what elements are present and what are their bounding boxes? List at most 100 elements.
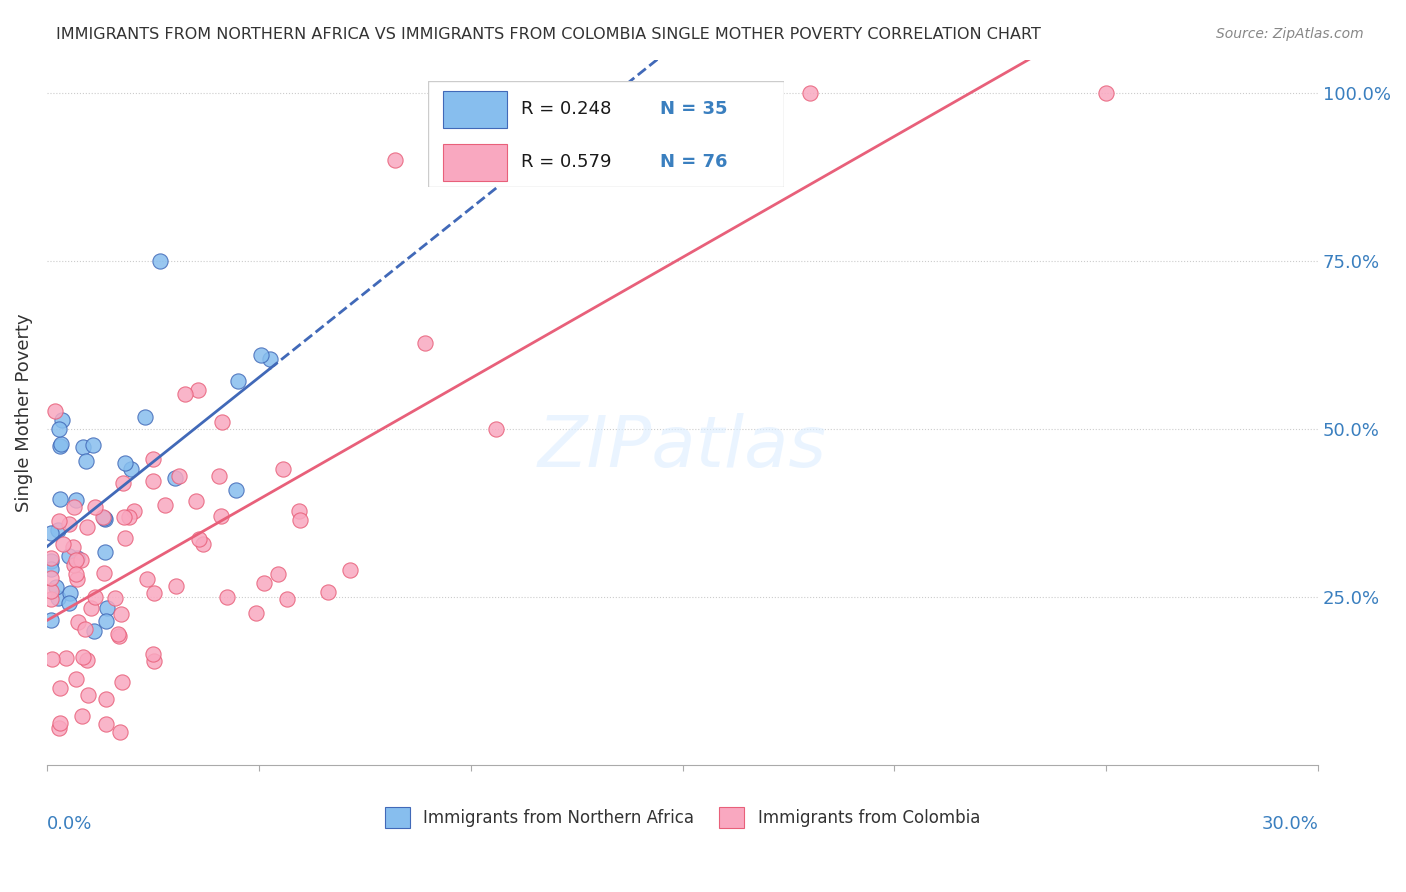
Point (70, 552, 93, 566)
Point (82, 438, 104, 452)
Point (225, 483, 247, 498)
Point (49, 439, 72, 453)
Point (63, 500, 86, 514)
Point (93, 566, 115, 581)
Point (94, 512, 117, 526)
Point (118, 510, 141, 524)
Point (94, 717, 117, 731)
Point (142, 451, 165, 466)
Point (76, 520, 98, 534)
Point (91, 509, 114, 524)
Point (39, 584, 62, 599)
Text: 0.0%: 0.0% (46, 814, 93, 832)
Point (66, 573, 89, 587)
Point (58, 517, 80, 532)
Point (108, 629, 131, 643)
Point (1095, 86, 1118, 100)
Point (107, 627, 129, 641)
Point (142, 647, 165, 661)
Text: ZIPatlas: ZIPatlas (538, 413, 827, 483)
Point (209, 508, 232, 523)
Point (49, 681, 72, 695)
Point (259, 352, 281, 367)
Point (39, 613, 62, 627)
Text: 30.0%: 30.0% (1261, 814, 1319, 832)
Point (111, 674, 134, 689)
Point (51, 413, 73, 427)
Point (122, 504, 145, 518)
Point (63, 558, 86, 572)
Point (39, 554, 62, 568)
Point (149, 254, 172, 268)
Point (48, 514, 70, 528)
Point (58, 596, 80, 610)
Point (267, 567, 290, 582)
Point (72, 649, 94, 664)
Point (58, 549, 80, 563)
Point (413, 335, 436, 350)
Point (73, 622, 96, 636)
Point (217, 590, 239, 604)
Point (48, 491, 70, 506)
Point (288, 513, 311, 527)
Point (271, 461, 294, 475)
Point (76, 653, 98, 667)
Point (384, 153, 406, 168)
Point (211, 415, 233, 429)
Point (114, 531, 136, 545)
Point (49, 437, 72, 451)
Point (142, 474, 165, 488)
Point (112, 510, 135, 524)
Point (114, 456, 136, 470)
Point (48, 422, 70, 436)
Point (46, 591, 69, 606)
Point (187, 532, 209, 546)
Point (59, 586, 82, 600)
Point (245, 606, 267, 620)
Point (165, 578, 187, 592)
Point (65, 672, 87, 686)
Point (72, 709, 94, 723)
Point (66, 551, 89, 566)
Text: Source: ZipAtlas.com: Source: ZipAtlas.com (1216, 27, 1364, 41)
Point (39, 551, 62, 566)
Point (153, 498, 176, 512)
Point (226, 374, 249, 388)
Point (65, 566, 87, 581)
Point (77, 688, 100, 702)
Point (66, 615, 89, 629)
Point (65, 493, 87, 508)
Text: IMMIGRANTS FROM NORTHERN AFRICA VS IMMIGRANTS FROM COLOMBIA SINGLE MOTHER POVERT: IMMIGRANTS FROM NORTHERN AFRICA VS IMMIG… (56, 27, 1040, 42)
Point (39, 571, 62, 585)
Point (94, 544, 117, 558)
Point (46, 523, 69, 537)
Point (52, 537, 75, 551)
Point (485, 421, 508, 435)
Point (62, 540, 84, 554)
Point (96, 614, 118, 628)
Point (96, 600, 118, 615)
Point (134, 410, 156, 425)
Point (250, 348, 273, 362)
Point (93, 511, 115, 525)
Point (49, 715, 72, 730)
Point (108, 724, 131, 739)
Point (163, 471, 186, 485)
Point (110, 607, 132, 621)
Point (316, 584, 339, 599)
Point (39, 526, 62, 541)
Point (184, 493, 207, 508)
Point (174, 387, 197, 401)
Point (276, 592, 298, 607)
Point (191, 536, 214, 550)
Point (253, 575, 276, 590)
Point (208, 469, 231, 483)
Point (79, 601, 101, 615)
Legend: Immigrants from Northern Africa, Immigrants from Colombia: Immigrants from Northern Africa, Immigra… (378, 801, 987, 834)
Point (135, 573, 157, 587)
Point (104, 591, 127, 606)
Point (120, 462, 142, 476)
Point (44, 404, 66, 418)
Point (45, 580, 67, 594)
Point (94, 692, 117, 706)
